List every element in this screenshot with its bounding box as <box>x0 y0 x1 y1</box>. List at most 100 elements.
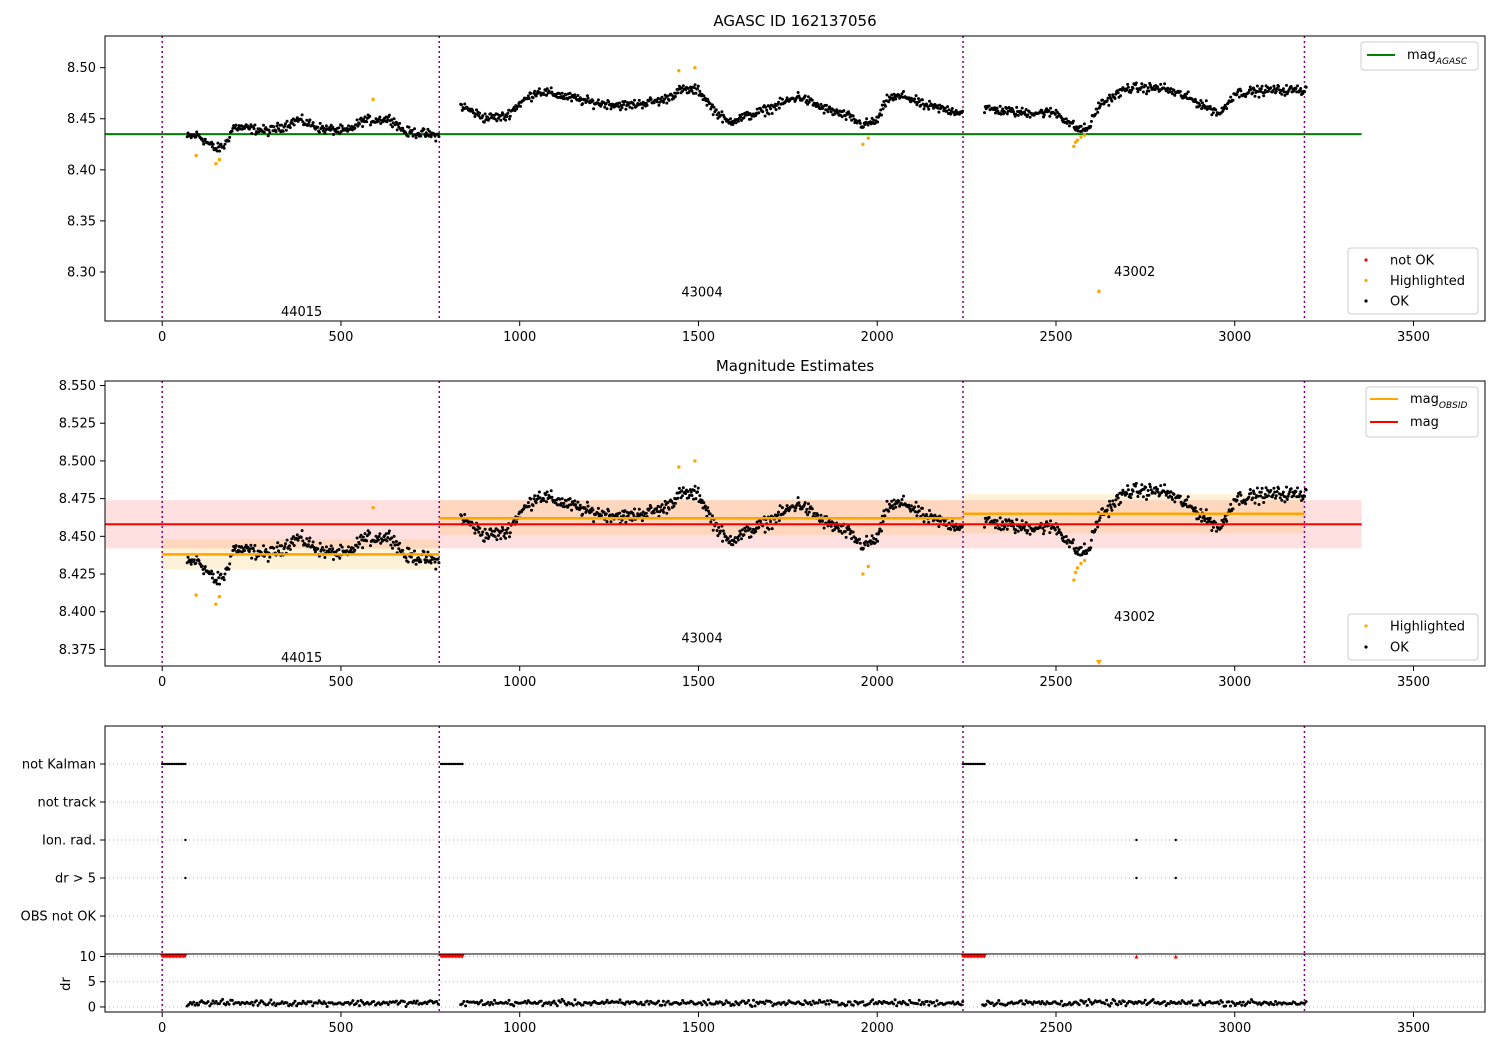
p1-ok-point <box>1020 106 1024 110</box>
p1-ok-point <box>767 112 771 116</box>
p2-line-legend-subscript: OBSID <box>1439 401 1468 411</box>
p2-ok-point <box>578 503 582 507</box>
p1-ok-point <box>1248 85 1252 89</box>
p1-ok-point <box>917 97 920 101</box>
p2-ok-point <box>605 520 609 524</box>
p2-ok-point <box>897 499 901 503</box>
p2-ok-point <box>1249 491 1253 495</box>
p2-ok-point <box>1062 535 1066 539</box>
p2-ok-point <box>318 541 322 545</box>
p1-ok-point <box>1272 84 1276 88</box>
p2-ok-point <box>495 538 499 542</box>
p2-ok-point <box>655 510 659 513</box>
p2-ok-point <box>755 520 759 524</box>
p1-ok-point <box>573 93 577 97</box>
p1-ok-point <box>819 102 823 106</box>
flag-point <box>970 762 974 766</box>
p1-ok-point <box>686 86 690 90</box>
p2-ok-point <box>893 502 897 506</box>
p1-ok-point <box>744 113 748 117</box>
dr-point <box>785 1002 789 1005</box>
p2-ok-point <box>526 501 530 505</box>
p2-ok-point <box>624 520 628 524</box>
p2-ok-point <box>1109 506 1113 509</box>
p1-ok-point <box>463 102 467 106</box>
p1-ok-point <box>1047 109 1051 113</box>
p2-xtick-label: 3500 <box>1397 675 1430 690</box>
dr-point <box>251 1003 255 1007</box>
flag-point <box>175 762 178 766</box>
p2-ok-point <box>387 529 391 533</box>
p2-ok-point <box>715 529 719 532</box>
p1-ok-point <box>994 111 997 115</box>
p1-ok-point <box>1054 108 1058 112</box>
dr-point <box>488 1003 492 1007</box>
p2-ok-point <box>1141 495 1145 499</box>
p1-ytick-label: 8.40 <box>67 163 96 178</box>
p2-ok-point <box>655 507 659 511</box>
p1-ok-point <box>681 84 685 88</box>
p2-ok-point <box>1005 527 1009 531</box>
p1-ok-point <box>586 96 590 100</box>
p1-ok-point <box>630 106 634 110</box>
flag-point <box>961 762 965 766</box>
p1-ok-point <box>702 94 706 98</box>
dr-point <box>1084 999 1088 1003</box>
p1-ok-point <box>1131 86 1135 90</box>
p1-ok-point <box>632 103 636 107</box>
flag-row-label: dr > 5 <box>55 872 96 887</box>
p2-ok-point <box>219 572 223 576</box>
dr-point <box>1200 1001 1203 1005</box>
p2-ok-point <box>878 527 882 531</box>
dr-point <box>660 1003 664 1007</box>
dr-point <box>747 999 751 1002</box>
dr-point <box>1068 1001 1072 1005</box>
p1-highlighted-point <box>1075 138 1080 142</box>
p1-ok-point <box>953 113 957 117</box>
p2-ok-point <box>671 501 675 505</box>
p1-ok-point <box>763 114 767 118</box>
p1-ytick-label: 8.45 <box>67 112 96 127</box>
p2-ok-point <box>943 519 947 523</box>
p2-ok-point <box>591 508 595 512</box>
p1-ok-point <box>1269 86 1273 90</box>
dr-point <box>402 1000 406 1004</box>
p1-ok-point <box>884 104 887 108</box>
p1-ok-point <box>961 109 964 113</box>
dr-point <box>1190 999 1194 1003</box>
p2-ok-point <box>1225 519 1229 523</box>
p2-ok-point <box>855 541 859 545</box>
p1-ok-point <box>865 117 869 121</box>
p1-ok-point <box>810 98 814 102</box>
p2-ok-point <box>1093 528 1097 532</box>
p2-ok-point <box>359 533 363 537</box>
p1-ok-point <box>322 126 326 130</box>
p2-ok-point <box>758 519 762 523</box>
p1-ok-point <box>655 100 659 104</box>
dr-point <box>206 1000 210 1004</box>
dr-point <box>1241 1000 1245 1004</box>
p2-ok-point <box>210 569 214 573</box>
p2-ok-point <box>1271 493 1275 497</box>
p1-ok-point <box>1095 107 1099 111</box>
dr-point <box>460 1002 464 1006</box>
p1-ok-point <box>1014 112 1018 116</box>
p1-point-legend-label: OK <box>1390 295 1409 310</box>
dr-point <box>555 1004 559 1008</box>
p1-ok-point <box>1229 95 1233 99</box>
p2-ok-point <box>1028 532 1032 536</box>
p1-ok-point <box>506 111 510 115</box>
p2-ok-point <box>222 578 226 582</box>
p1-ok-point <box>892 92 896 96</box>
p1-ok-point <box>227 139 231 143</box>
dr-point <box>225 1000 229 1004</box>
p2-ok-point <box>254 557 258 561</box>
p2-line-legend-label: mag <box>1410 415 1439 430</box>
p2-ok-point <box>252 549 256 553</box>
p2-ok-point <box>696 490 699 494</box>
p2-highlighted-point <box>677 465 681 469</box>
p1-ok-point <box>505 115 509 118</box>
p1-ok-point <box>822 111 826 115</box>
p1-ok-point <box>516 104 520 108</box>
p1-ok-point <box>1210 113 1214 117</box>
